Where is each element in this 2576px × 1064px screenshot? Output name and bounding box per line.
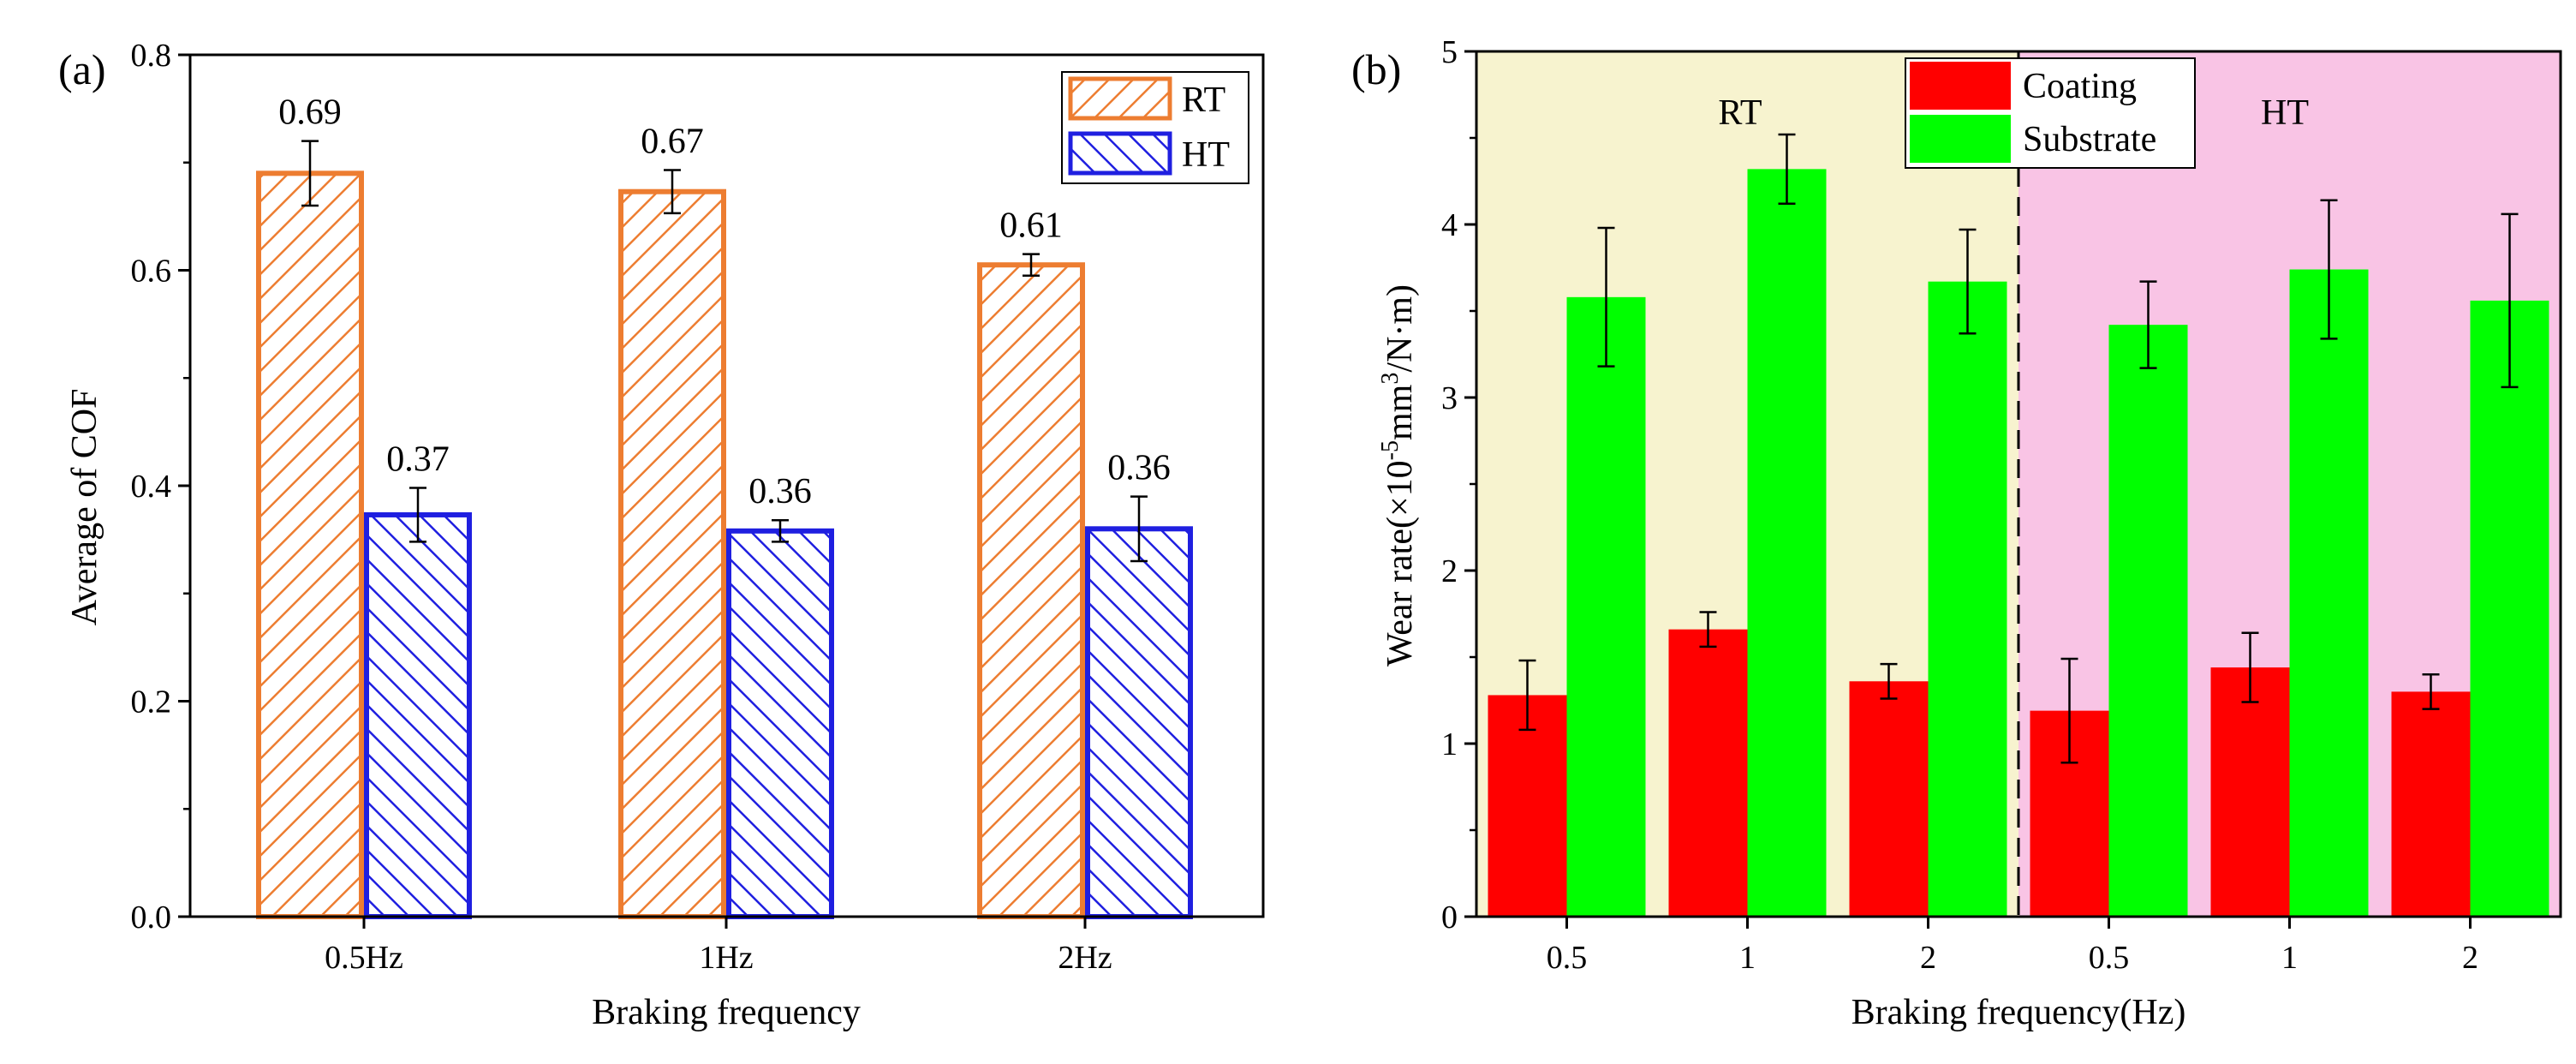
ytick-label-a-2: 0.4 <box>131 469 172 505</box>
bar-a-ht-0 <box>364 511 472 919</box>
legend-a-label-rt: RT <box>1182 81 1225 120</box>
chart-b-legend: Coating Substrate <box>1905 57 2196 169</box>
ytick-label-a-0: 0.0 <box>131 900 172 935</box>
chart-a-bars: 0.69 0.67 0.61 0.37 0.36 0.36 <box>256 93 1193 919</box>
data-label-a-ht-1: 0.36 <box>748 472 812 511</box>
chart-b-ylabel-mid: mm <box>1380 384 1420 440</box>
bar-b-coating-4 <box>2210 667 2290 917</box>
data-label-a-ht-2: 0.36 <box>1107 449 1171 488</box>
region-label-ht: HT <box>2261 93 2309 133</box>
bar-a-ht-1 <box>726 528 834 919</box>
data-label-a-ht-0: 0.37 <box>386 440 450 480</box>
chart-b-xlabel: Braking frequency(Hz) <box>1852 993 2186 1032</box>
data-label-a-rt-0: 0.69 <box>278 93 342 133</box>
ytick-label-a-4: 0.8 <box>131 38 172 74</box>
bar-a-rt-2 <box>977 262 1085 919</box>
xtick-label-b-4: 1 <box>2281 940 2298 976</box>
chart-b-bars <box>1488 133 2549 918</box>
bar-b-substrate-0 <box>1566 296 1646 918</box>
chart-b-axes: 0 1 2 3 4 5 0.5 1 2 0.5 1 2 <box>1441 34 2562 976</box>
legend-b-label-coating: Coating <box>2023 67 2137 106</box>
legend-a-label-ht: HT <box>1182 135 1230 175</box>
bar-a-rt-0 <box>256 170 364 919</box>
bar-b-coating-5 <box>2391 691 2471 917</box>
chart-b-ylabel-exp1: -5 <box>1377 440 1404 460</box>
xtick-label-b-3: 0.5 <box>2089 940 2130 976</box>
legend-b-label-substrate: Substrate <box>2023 120 2156 159</box>
ytick-label-b-5: 5 <box>1441 34 1458 70</box>
ytick-label-b-1: 1 <box>1441 726 1458 762</box>
bar-b-substrate-1 <box>1747 169 1827 918</box>
bar-a-ht-2 <box>1085 526 1193 919</box>
data-label-a-rt-2: 0.61 <box>999 206 1063 246</box>
bar-b-substrate-4 <box>2289 269 2369 917</box>
ytick-label-b-2: 2 <box>1441 553 1458 589</box>
chart-b: (b) RT HT 0 1 2 3 4 5 0.5 1 2 0.5 1 2 Wear rate(×10-… <box>1351 34 2562 1032</box>
xtick-label-b-5: 2 <box>2462 940 2478 976</box>
ytick-label-b-3: 3 <box>1441 380 1458 416</box>
bar-b-coating-1 <box>1668 629 1748 917</box>
legend-a-swatch-ht <box>1068 131 1172 176</box>
data-label-a-rt-1: 0.67 <box>641 123 704 162</box>
xtick-label-a-2: 2Hz <box>1058 940 1112 976</box>
bar-b-coating-2 <box>1849 681 1929 917</box>
chart-b-ylabel-main: Wear rate(×10 <box>1380 460 1420 666</box>
legend-a-swatch-rt <box>1068 76 1172 121</box>
chart-a-ylabel: Average of COF <box>65 389 104 626</box>
chart-a-legend: RT HT <box>1061 71 1249 184</box>
xtick-label-a-0: 0.5Hz <box>325 940 403 976</box>
chart-a: (a) 0.690.670.610.370.360.36 0.00.20.40.… <box>58 38 1265 1032</box>
xtick-label-b-0: 0.5 <box>1547 940 1588 976</box>
legend-b-swatch-coating <box>1910 62 2011 110</box>
panel-label-a: (a) <box>58 45 106 93</box>
xtick-label-a-1: 1Hz <box>699 940 753 976</box>
bar-b-substrate-5 <box>2470 300 2549 917</box>
chart-a-xlabel: Braking frequency <box>592 993 861 1032</box>
xtick-label-b-2: 2 <box>1920 940 1936 976</box>
region-label-rt: RT <box>1718 93 1762 133</box>
bar-b-substrate-2 <box>1928 281 2007 917</box>
chart-b-ylabel-tail: /N·m) <box>1380 284 1420 373</box>
legend-b-swatch-substrate <box>1910 115 2011 163</box>
bar-b-coating-0 <box>1488 695 1567 917</box>
ytick-label-a-3: 0.6 <box>131 254 172 290</box>
panel-label-b: (b) <box>1351 45 1401 93</box>
chart-b-ylabel: Wear rate(×10-5mm3/N·m) <box>1377 284 1420 666</box>
chart-b-ylabel-exp2: 3 <box>1377 373 1404 385</box>
bar-b-substrate-3 <box>2108 325 2188 917</box>
xtick-label-b-1: 1 <box>1739 940 1756 976</box>
ytick-label-b-4: 4 <box>1441 207 1458 243</box>
chart-a-axes: 0.0 0.2 0.4 0.6 0.8 0.5Hz 1Hz 2Hz <box>131 38 1265 976</box>
ytick-label-b-0: 0 <box>1441 900 1458 935</box>
ytick-label-a-1: 0.2 <box>131 684 172 720</box>
bar-a-rt-1 <box>618 188 726 919</box>
